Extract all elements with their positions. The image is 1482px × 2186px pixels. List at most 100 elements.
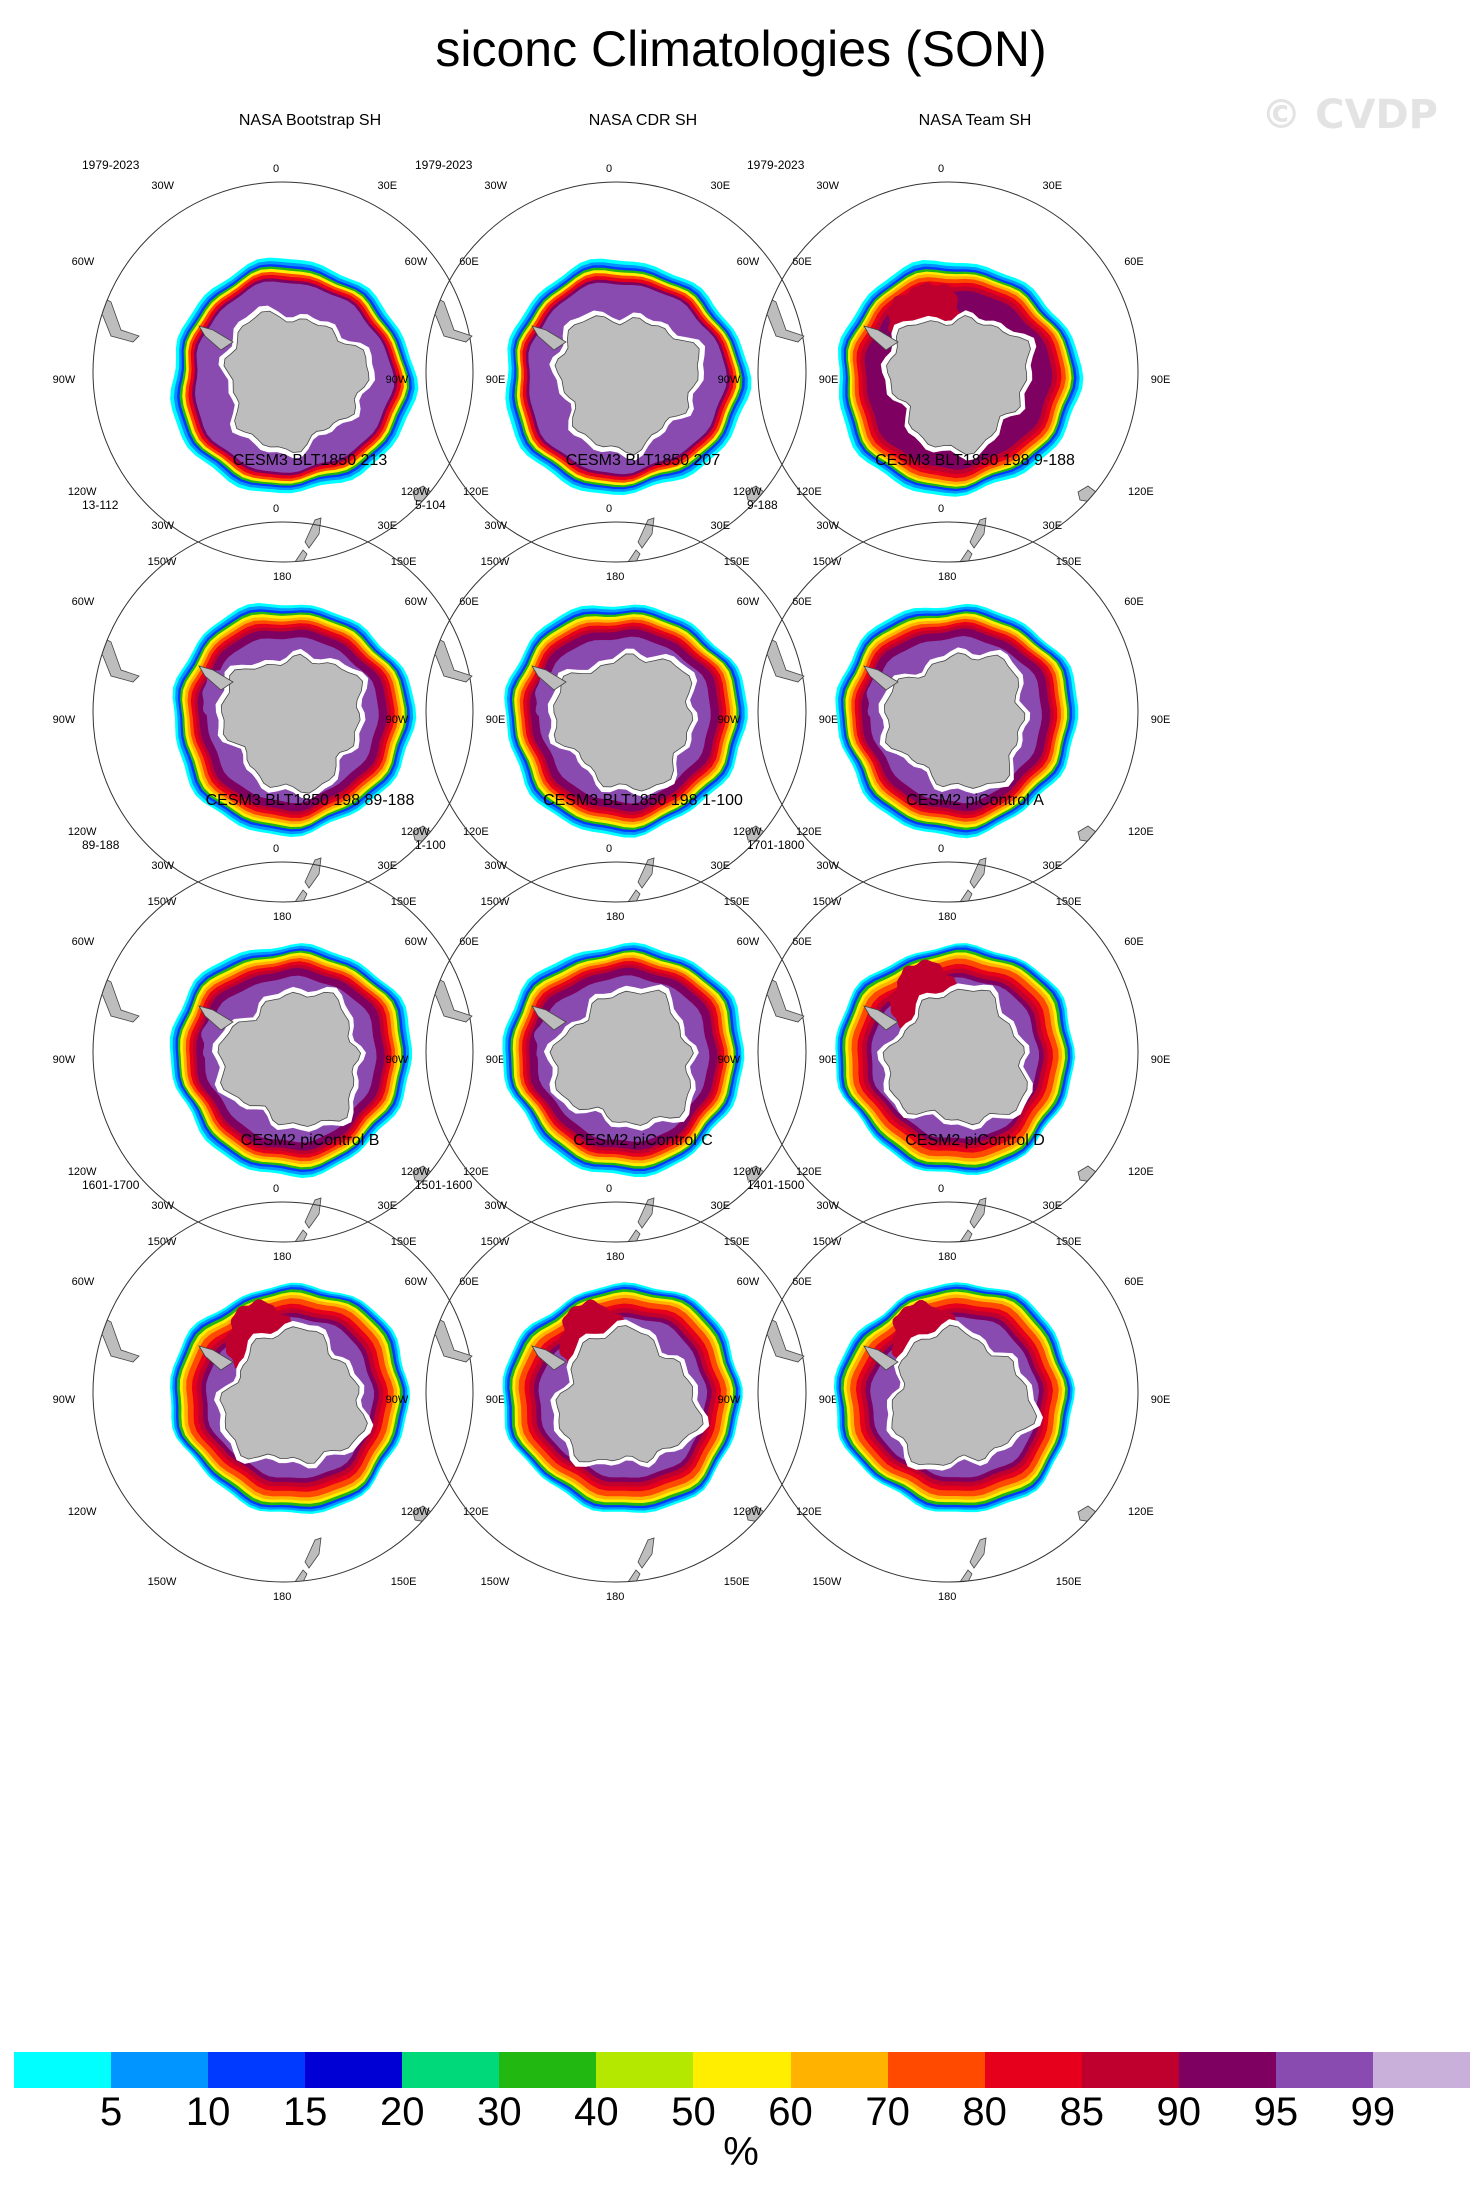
- period-label: 1979-2023: [82, 158, 140, 172]
- longitude-label: 60W: [71, 595, 95, 608]
- longitude-label: 90W: [385, 1393, 409, 1406]
- longitude-label: 30E: [377, 179, 398, 192]
- map-boundary: [92, 521, 474, 903]
- longitude-label: 60E: [1124, 935, 1144, 948]
- colorbar-swatch: [596, 2052, 694, 2088]
- longitude-label: 0: [606, 502, 613, 515]
- period-label: 13-112: [82, 498, 119, 512]
- longitude-label: 120E: [463, 1505, 489, 1518]
- antarctica-landmass: [884, 652, 1026, 789]
- map-panel: CESM3 BLT1850 198 9-188 9-188 0 30E 60E 90E 12…: [718, 452, 1205, 924]
- map-panel: CESM3 BLT1850 207 5-104 0 30E 60E 90E 120E 150E…: [386, 452, 873, 924]
- colorbar-swatch: [984, 2052, 1082, 2088]
- colorbar-swatch: [111, 2052, 209, 2088]
- longitude-label: 60E: [792, 1275, 812, 1288]
- colorbar-tick-label: 80: [962, 2090, 1007, 2134]
- period-label: 1401-1500: [747, 1178, 805, 1192]
- longitude-label: 180: [273, 571, 292, 584]
- longitude-label: 60E: [1124, 1275, 1144, 1288]
- longitude-label: 30E: [377, 1199, 398, 1212]
- longitude-label: 150W: [480, 1236, 510, 1248]
- longitude-label: 60W: [404, 595, 428, 608]
- longitude-label: 150W: [812, 556, 842, 568]
- panel-title: CESM3 BLT1850 198 9-188: [875, 452, 1075, 469]
- polar-map: [757, 521, 1139, 903]
- longitude-label: 60E: [1124, 595, 1144, 608]
- period-label: 5-104: [415, 498, 446, 512]
- polar-map: [92, 1201, 474, 1583]
- colorbar-swatch: [1178, 2052, 1276, 2088]
- longitude-label: 60W: [736, 935, 760, 948]
- longitude-label: 90E: [818, 373, 839, 386]
- map-panel: CESM3 BLT1850 198 1-100 1-100 0 30E 60E 90E 12…: [386, 792, 873, 1263]
- longitude-label: 60E: [792, 255, 812, 268]
- colorbar-units: %: [723, 2130, 759, 2174]
- colorbar: [14, 2052, 1470, 2088]
- longitude-label: 180: [938, 911, 957, 924]
- south-america-tip: [758, 1311, 805, 1363]
- south-america-tip: [93, 631, 140, 683]
- longitude-label: 150W: [812, 1576, 842, 1588]
- longitude-label: 90E: [485, 1053, 506, 1066]
- longitude-label: 180: [606, 571, 625, 584]
- longitude-label: 0: [606, 1182, 613, 1195]
- panel-title: CESM3 BLT1850 213: [232, 452, 388, 469]
- longitude-label: 120W: [732, 825, 762, 838]
- period-label: 1979-2023: [747, 158, 805, 172]
- south-america-tip: [426, 631, 473, 683]
- longitude-label: 60E: [459, 1275, 479, 1288]
- polar-map: [425, 1201, 807, 1583]
- map-panel: NASA CDR SH 1979-2023 0 30E 60E 90E 120E 150E 18…: [386, 112, 873, 584]
- longitude-label: 0: [938, 1182, 945, 1195]
- map-panel: CESM2 piControl D 1401-1500 0 30E 60E 90E 120E…: [718, 1132, 1205, 1603]
- panel-title: NASA Bootstrap SH: [238, 112, 382, 129]
- panel-title: CESM2 piControl A: [906, 792, 1044, 809]
- longitude-label: 90W: [385, 713, 409, 726]
- longitude-label: 120E: [1128, 485, 1154, 498]
- colorbar-tick-label: 95: [1253, 2090, 1299, 2134]
- longitude-label: 90W: [717, 373, 741, 386]
- longitude-label: 30E: [1042, 519, 1063, 532]
- longitude-label: 30E: [710, 519, 731, 532]
- longitude-label: 90W: [385, 1053, 409, 1066]
- longitude-label: 60E: [459, 935, 479, 948]
- panel-title: CESM3 BLT1850 198 89-188: [205, 792, 415, 809]
- period-label: 1701-1800: [747, 838, 805, 852]
- longitude-label: 60W: [404, 255, 428, 268]
- longitude-label: 0: [606, 842, 613, 855]
- longitude-label: 60W: [404, 1275, 428, 1288]
- longitude-label: 0: [273, 162, 280, 175]
- cvdp-watermark: © CVDP: [1261, 92, 1438, 138]
- longitude-label: 90E: [1150, 1053, 1171, 1066]
- panel-title: NASA Team SH: [918, 112, 1032, 129]
- longitude-label: 180: [273, 911, 292, 924]
- antarctica-landmass: [886, 314, 1031, 456]
- longitude-label: 180: [606, 911, 625, 924]
- longitude-label: 120W: [67, 825, 97, 838]
- longitude-label: 120W: [67, 485, 97, 498]
- antarctica-landmass: [891, 1324, 1038, 1466]
- colorbar-swatch: [1275, 2052, 1373, 2088]
- longitude-label: 150E: [1055, 1236, 1082, 1248]
- longitude-label: 30E: [1042, 859, 1063, 872]
- longitude-label: 180: [273, 1591, 292, 1604]
- longitude-label: 30E: [1042, 179, 1063, 192]
- panel-title: CESM3 BLT1850 207: [565, 452, 721, 469]
- map-boundary: [757, 521, 1139, 903]
- map-boundary: [92, 181, 474, 563]
- colorbar-tick-label: 30: [477, 2090, 522, 2134]
- longitude-label: 150W: [480, 896, 510, 908]
- longitude-label: 30E: [710, 1199, 731, 1212]
- longitude-label: 30E: [377, 859, 398, 872]
- map-panel: CESM2 piControl C 1501-1600 0 30E 60E 90E 120E…: [386, 1132, 873, 1603]
- antarctic-peninsula: [198, 665, 234, 691]
- longitude-label: 30W: [816, 1199, 840, 1212]
- polar-map: [757, 181, 1139, 563]
- longitude-label: 0: [273, 1182, 280, 1195]
- longitude-label: 120W: [67, 1165, 97, 1178]
- longitude-label: 150E: [390, 556, 417, 568]
- longitude-label: 150E: [390, 1576, 417, 1588]
- antarctic-peninsula: [863, 665, 899, 691]
- map-boundary: [92, 1201, 474, 1583]
- colorbar-tick-label: 20: [380, 2090, 425, 2134]
